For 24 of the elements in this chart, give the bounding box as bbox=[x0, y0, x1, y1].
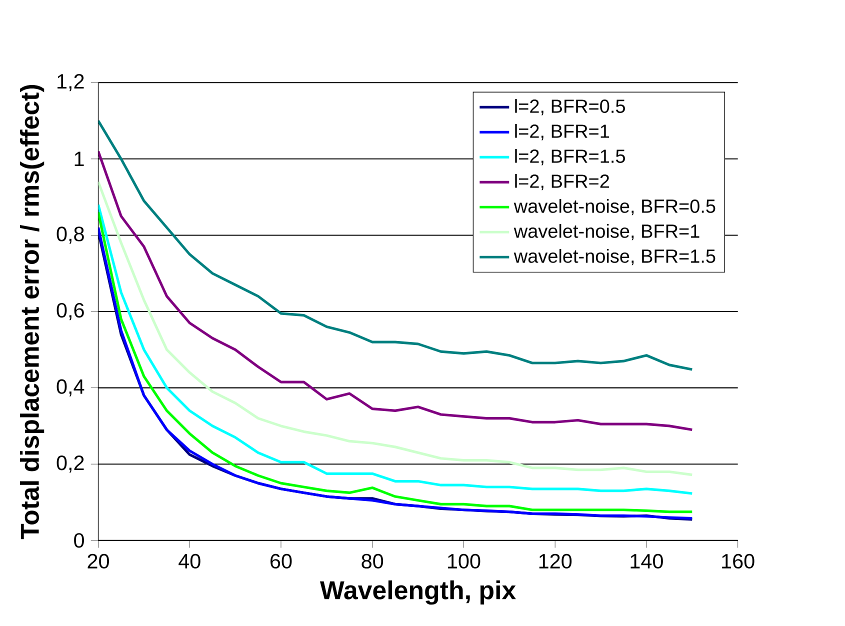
x-tick-label: 160 bbox=[722, 554, 754, 568]
x-tick-label: 80 bbox=[362, 554, 384, 568]
x-tick-label: 60 bbox=[270, 554, 292, 568]
y-tick-label: 0 bbox=[74, 532, 84, 548]
legend-label: wavelet-noise, BFR=1 bbox=[514, 224, 700, 240]
x-tick-label: 20 bbox=[88, 554, 109, 568]
legend-label: l=2, BFR=0.5 bbox=[515, 98, 625, 116]
legend-label: wavelet-noise, BFR=0.5 bbox=[514, 198, 716, 215]
x-tick-label: 40 bbox=[178, 554, 200, 568]
y-tick-label: 1,2 bbox=[58, 74, 84, 91]
x-tick-label: 140 bbox=[630, 554, 663, 568]
x-tick-label: 120 bbox=[539, 554, 572, 568]
y-tick-label: 0,6 bbox=[56, 302, 84, 320]
legend-label: wavelet-noise, BFR=1.5 bbox=[514, 248, 716, 265]
legend-label: l=2, BFR=1.5 bbox=[515, 148, 625, 166]
legend-label: l=2, BFR=2 bbox=[515, 174, 609, 190]
y-axis-title: Total displacement error / rms(effect) bbox=[20, 84, 44, 539]
x-tick-label: 100 bbox=[448, 554, 480, 568]
y-tick-label: 0,4 bbox=[56, 379, 84, 396]
y-tick-label: 1 bbox=[74, 152, 84, 166]
y-tick-label: 0,8 bbox=[56, 226, 84, 244]
x-axis-title: Wavelength, pix bbox=[320, 580, 516, 604]
y-tick-label: 0,2 bbox=[56, 455, 84, 472]
legend-label: l=2, BFR=1 bbox=[515, 124, 610, 140]
